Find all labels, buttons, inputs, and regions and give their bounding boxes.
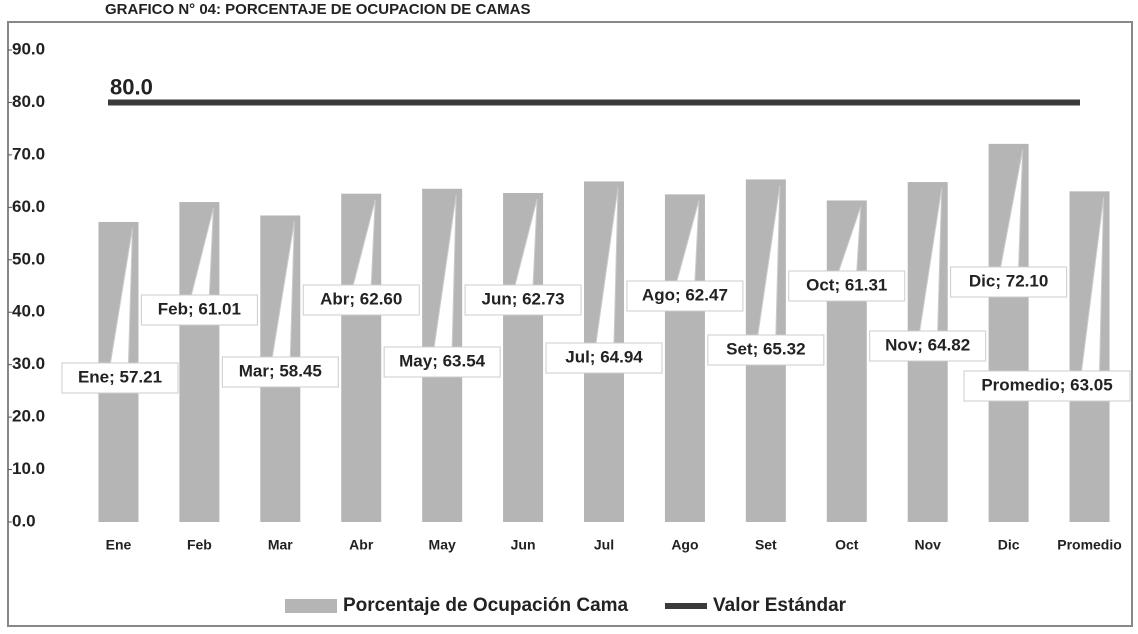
callout-box (707, 334, 825, 366)
y-tick-label: 70.0 (12, 144, 45, 163)
x-tick-label: Dic (998, 537, 1020, 553)
x-tick-label: Ene (106, 537, 132, 553)
y-tick-label: 30.0 (12, 354, 45, 373)
data-label: Dic; 72.10 (969, 271, 1048, 290)
bar (664, 194, 705, 522)
callout-box (61, 362, 179, 394)
callout-box (950, 266, 1068, 298)
x-tick-label: Promedio (1057, 537, 1122, 553)
data-label: Jun; 62.73 (481, 289, 564, 308)
bar (341, 193, 382, 522)
chart-frame (7, 21, 1133, 627)
x-tick-label: Feb (187, 537, 212, 553)
x-tick-label: Nov (914, 537, 941, 553)
data-label: Oct; 61.31 (806, 275, 887, 294)
x-tick-label: Jun (511, 537, 536, 553)
data-label: Set; 65.32 (726, 339, 805, 358)
y-tick-label: 40.0 (12, 302, 45, 321)
data-label: Promedio; 63.05 (981, 375, 1112, 394)
data-label: Ene; 57.21 (78, 367, 162, 386)
x-tick-label: Ago (671, 537, 698, 553)
callout-box (788, 270, 906, 302)
callout-box (464, 284, 582, 316)
bar (179, 202, 220, 522)
legend-swatch (285, 599, 337, 613)
legend-label: Valor Estándar (713, 595, 847, 616)
callout-box (140, 294, 258, 326)
data-label: May; 63.54 (399, 351, 486, 370)
y-tick-label: 80.0 (12, 92, 45, 111)
callout-box (963, 370, 1131, 402)
callout-box (545, 342, 663, 374)
y-tick-label: 20.0 (12, 407, 45, 426)
data-label: Abr; 62.60 (320, 289, 402, 308)
y-tick-label: 90.0 (12, 39, 45, 58)
x-tick-label: Mar (268, 537, 293, 553)
data-label: Ago; 62.47 (642, 285, 728, 304)
callout-box (626, 280, 744, 312)
y-tick-label: 10.0 (12, 459, 45, 478)
data-label: Nov; 64.82 (885, 335, 970, 354)
bar (988, 143, 1029, 522)
chart-title: GRAFICO N° 04: PORCENTAJE DE OCUPACION D… (105, 1, 530, 18)
bar (503, 193, 544, 523)
data-label: Jul; 64.94 (565, 347, 643, 366)
callout-box (383, 346, 501, 378)
x-tick-label: Set (755, 537, 777, 553)
y-tick-label: 60.0 (12, 197, 45, 216)
y-tick-label: 0.0 (12, 511, 36, 530)
data-label: Mar; 58.45 (239, 361, 322, 380)
callout-box (869, 330, 987, 362)
legend-label: Porcentaje de Ocupación Cama (343, 595, 629, 616)
x-tick-label: Oct (835, 537, 859, 553)
x-tick-label: Jul (594, 537, 614, 553)
x-tick-label: Abr (349, 537, 374, 553)
data-label: Feb; 61.01 (158, 299, 241, 318)
y-tick-label: 50.0 (12, 249, 45, 268)
callout-box (221, 356, 339, 388)
callout-box (302, 284, 420, 316)
data-label: 80.0 (110, 74, 153, 99)
x-tick-label: May (429, 537, 456, 553)
